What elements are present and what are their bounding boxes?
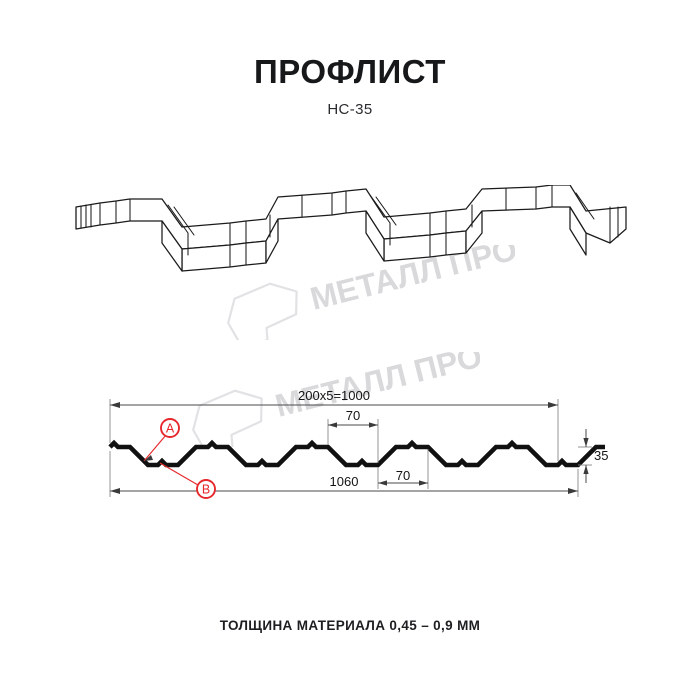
dim-arrow-left-bottom bbox=[110, 488, 120, 494]
dim-label-profile-height: 35 bbox=[594, 448, 608, 463]
dim-arrow-valley-left bbox=[378, 480, 387, 486]
metall-profil-logo-icon bbox=[227, 282, 298, 340]
dim-arrow-height-top bbox=[583, 438, 589, 447]
metall-profil-logo-icon bbox=[192, 389, 263, 447]
dim-arrow-crest-left bbox=[328, 422, 337, 428]
profile-outline bbox=[108, 439, 605, 468]
profile-isometric-view bbox=[75, 185, 627, 272]
dim-arrow-right-top bbox=[548, 402, 558, 408]
material-thickness-note: ТОЛЩИНА МАТЕРИАЛА 0,45 – 0,9 ММ bbox=[219, 618, 481, 633]
dim-arrow-height-bottom bbox=[583, 465, 589, 474]
profile-cross-section: 200x5=1000 70 70 1060 35 A bbox=[108, 388, 608, 499]
callout-a-label: A bbox=[166, 422, 175, 436]
dim-arrow-crest-right bbox=[369, 422, 378, 428]
dim-arrow-left-top bbox=[110, 402, 120, 408]
title-block: ПРОФЛИСТ НС-35 bbox=[0, 52, 700, 119]
dim-label-valley-width: 70 bbox=[396, 468, 410, 483]
dim-label-crest-width: 70 bbox=[346, 408, 360, 423]
callout-b-label: B bbox=[202, 483, 210, 497]
callout-a-circle bbox=[160, 418, 180, 438]
page-title: ПРОФЛИСТ bbox=[254, 53, 446, 90]
watermark-section: МЕТАЛЛ ПРОФИЛЬ bbox=[192, 352, 480, 447]
dim-label-pitch-total: 200x5=1000 bbox=[298, 388, 370, 403]
dim-label-overall-width: 1060 bbox=[330, 474, 359, 489]
dim-arrow-right-bottom bbox=[568, 488, 578, 494]
callout-b-leader bbox=[159, 462, 199, 486]
callout-b-circle bbox=[196, 479, 216, 499]
callout-a-arrow bbox=[144, 455, 153, 461]
dim-arrow-valley-right bbox=[419, 480, 428, 486]
product-model-subtitle: НС-35 bbox=[327, 101, 373, 118]
callout-a-leader bbox=[143, 434, 167, 462]
